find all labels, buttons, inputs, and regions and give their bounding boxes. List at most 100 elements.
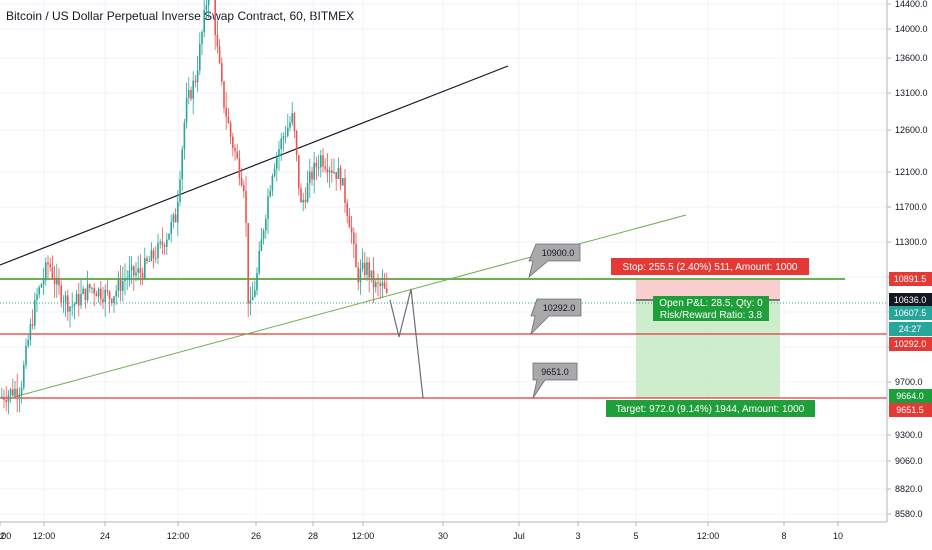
candle-body [18,394,21,397]
candle-body [42,278,45,285]
candle-body [71,306,73,308]
x-tick-label: 12:00 [33,531,56,541]
candle-body [229,122,232,137]
candle-body [256,273,258,291]
stop-note-box [611,258,809,275]
candle-body [251,296,254,301]
candle-body [260,239,263,251]
candle-body [247,222,249,304]
candle-body [117,279,120,291]
candle-body [214,0,216,36]
candle-body [372,270,375,288]
candle-body [23,365,25,388]
x-tick-label: 5 [633,531,638,541]
candle-body [289,122,291,128]
price-tag-label: 10607.5 [894,308,927,318]
y-tick-label: 11300.0 [895,237,927,247]
candle-body [135,272,137,276]
candle-body [278,149,280,157]
candle-body [152,250,155,258]
candle-body [27,339,29,346]
candle-body [293,113,296,131]
candle-body [386,288,388,293]
candle-body [141,273,144,278]
candle-body [262,230,265,240]
candle-body [9,389,12,395]
candle-body [311,171,313,180]
candle-body [174,214,177,223]
candle-body [304,199,307,202]
chart-title: Bitcoin / US Dollar Perpetual Inverse Sw… [6,9,355,23]
price-callout-bubble [530,298,582,336]
candle-body [199,43,201,71]
candle-body [56,278,58,285]
candle-body [300,188,302,203]
x-tick-label: Jul [513,531,525,541]
candle-body [350,227,353,233]
candle-body [284,135,287,137]
candle-body [172,214,175,222]
y-tick-label: 12600.0 [895,125,928,135]
candle-body [207,0,210,6]
candle-body [280,138,282,150]
candle-body [238,158,241,178]
candle-body [190,89,192,99]
x-tick-label: 12:00 [0,531,11,541]
x-tick-label: 24 [100,531,110,541]
price-tag [889,403,932,417]
candle-body [309,171,311,183]
price-tag [889,322,932,336]
candle-body [295,130,298,156]
candle-body [381,282,384,286]
x-tick-label: 12:00 [167,531,190,541]
candle-body [269,190,271,197]
candle-body [287,127,289,136]
candle-body [337,167,340,179]
candle-body [271,175,274,191]
candle-body [306,182,309,202]
candle-body [166,239,168,247]
candle-body [335,172,337,179]
candle-body [353,232,355,244]
candle-body [366,262,368,275]
candle-body [139,268,142,274]
candle-body [282,136,285,139]
price-tag [889,293,932,307]
candle-body [302,199,304,203]
candle-body [359,268,362,283]
candle-body [276,156,278,169]
candle-body [194,80,197,83]
candle-body [122,281,124,291]
candle-body [188,89,190,98]
candle-body [155,257,157,259]
x-tick-label: 30 [438,531,448,541]
candle-body [379,283,381,286]
time-axis-background [0,522,932,550]
candle-body [45,262,47,279]
price-tag [889,337,932,351]
candle-body [236,151,238,159]
pnl-note-box [653,296,769,321]
price-callout-label: 10900.0 [542,248,575,258]
candle-body [344,178,346,203]
y-tick-label: 9300.0 [895,430,923,440]
candle-body [355,243,357,268]
upper-trend-line [0,65,509,266]
candle-body [234,147,236,152]
y-tick-label: 8820.0 [895,484,923,494]
candle-body [179,179,181,202]
candle-body [357,267,359,283]
price-callout-label: 9651.0 [541,367,569,377]
candle-body [322,155,324,167]
candle-body [91,287,93,289]
candle-body [185,97,188,123]
candle-body [31,324,34,326]
candle-body [364,262,366,275]
candle-body [38,287,40,295]
candle-body [232,136,234,148]
candle-body [159,241,161,244]
candle-body [192,80,194,99]
price-callout-bubble [532,362,578,399]
candle-body [97,288,100,297]
